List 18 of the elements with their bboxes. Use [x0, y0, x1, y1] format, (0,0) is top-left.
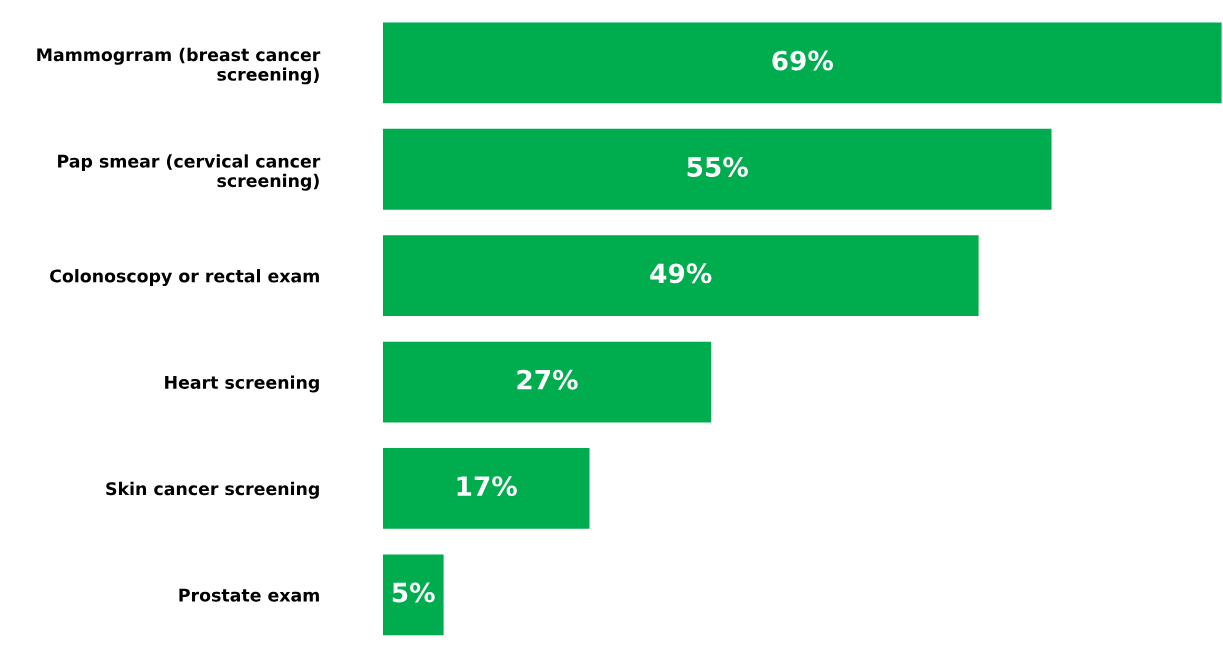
y-tick-label: Heart screening: [165, 375, 319, 393]
data-label: 55%: [687, 156, 748, 177]
y-tick-label: Pap smear (cervical cancer screening): [58, 154, 321, 191]
bar: [382, 128, 1052, 210]
data-label: 69%: [772, 50, 834, 71]
bar: [382, 235, 979, 317]
y-tick-label: Skin cancer screening: [106, 481, 319, 499]
data-label: 5%: [392, 582, 435, 603]
data-label: 17%: [457, 476, 517, 497]
y-tick-label: Mammogrram (breast cancer screening): [37, 47, 321, 85]
bar: [382, 554, 444, 636]
y-tick-label: Colonoscopy or rectal exam: [50, 269, 319, 287]
bar: [382, 341, 712, 423]
y-tick-label: Prostate exam: [179, 588, 319, 602]
bar: [382, 22, 1222, 104]
data-label: 49%: [650, 263, 712, 284]
bar: [382, 448, 590, 529]
data-label: 27%: [517, 369, 578, 390]
